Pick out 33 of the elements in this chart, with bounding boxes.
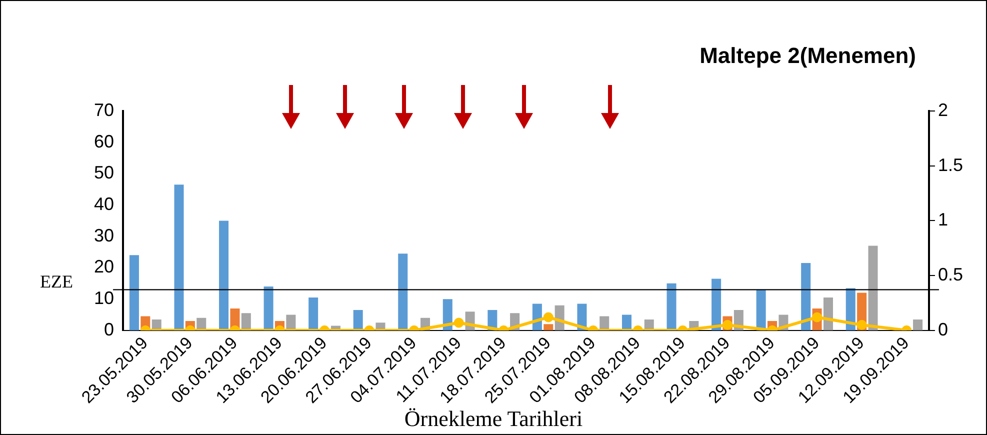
y-tick-label: 0	[104, 319, 114, 340]
chart-title: Maltepe 2(Menemen)	[700, 43, 916, 69]
y2-tick-label: 2	[938, 100, 948, 120]
y-tick-label: 10	[94, 288, 114, 308]
bar	[353, 310, 363, 330]
y-tick-label: 60	[94, 131, 114, 152]
ref-line-label: EZE	[40, 271, 74, 292]
y2-tick-label: 1	[938, 210, 948, 230]
y-tick-label: 50	[94, 162, 114, 183]
y-tick-label: 20	[94, 256, 114, 277]
bar	[264, 286, 274, 330]
y2-tick-label: 0	[938, 319, 948, 340]
y-tick-label: 70	[94, 100, 114, 120]
bar	[241, 313, 251, 330]
y2-tick-label: 0.5	[938, 264, 964, 285]
bar	[174, 184, 184, 330]
bar	[913, 319, 923, 330]
bar	[622, 314, 632, 330]
y2-tick-label: 1.5	[938, 154, 964, 175]
bar	[219, 220, 229, 330]
bar	[398, 254, 408, 330]
y-tick-label: 40	[94, 194, 114, 214]
bar	[286, 314, 296, 330]
bar	[868, 246, 878, 330]
bar	[756, 290, 766, 330]
bar	[129, 255, 139, 330]
bar	[308, 298, 318, 330]
bar	[544, 324, 554, 330]
y-tick-label: 30	[94, 225, 114, 246]
bar	[666, 283, 676, 330]
bar	[712, 278, 722, 330]
bar	[801, 263, 811, 330]
x-axis-title: Örnekleme Tarihleri	[403, 406, 584, 432]
